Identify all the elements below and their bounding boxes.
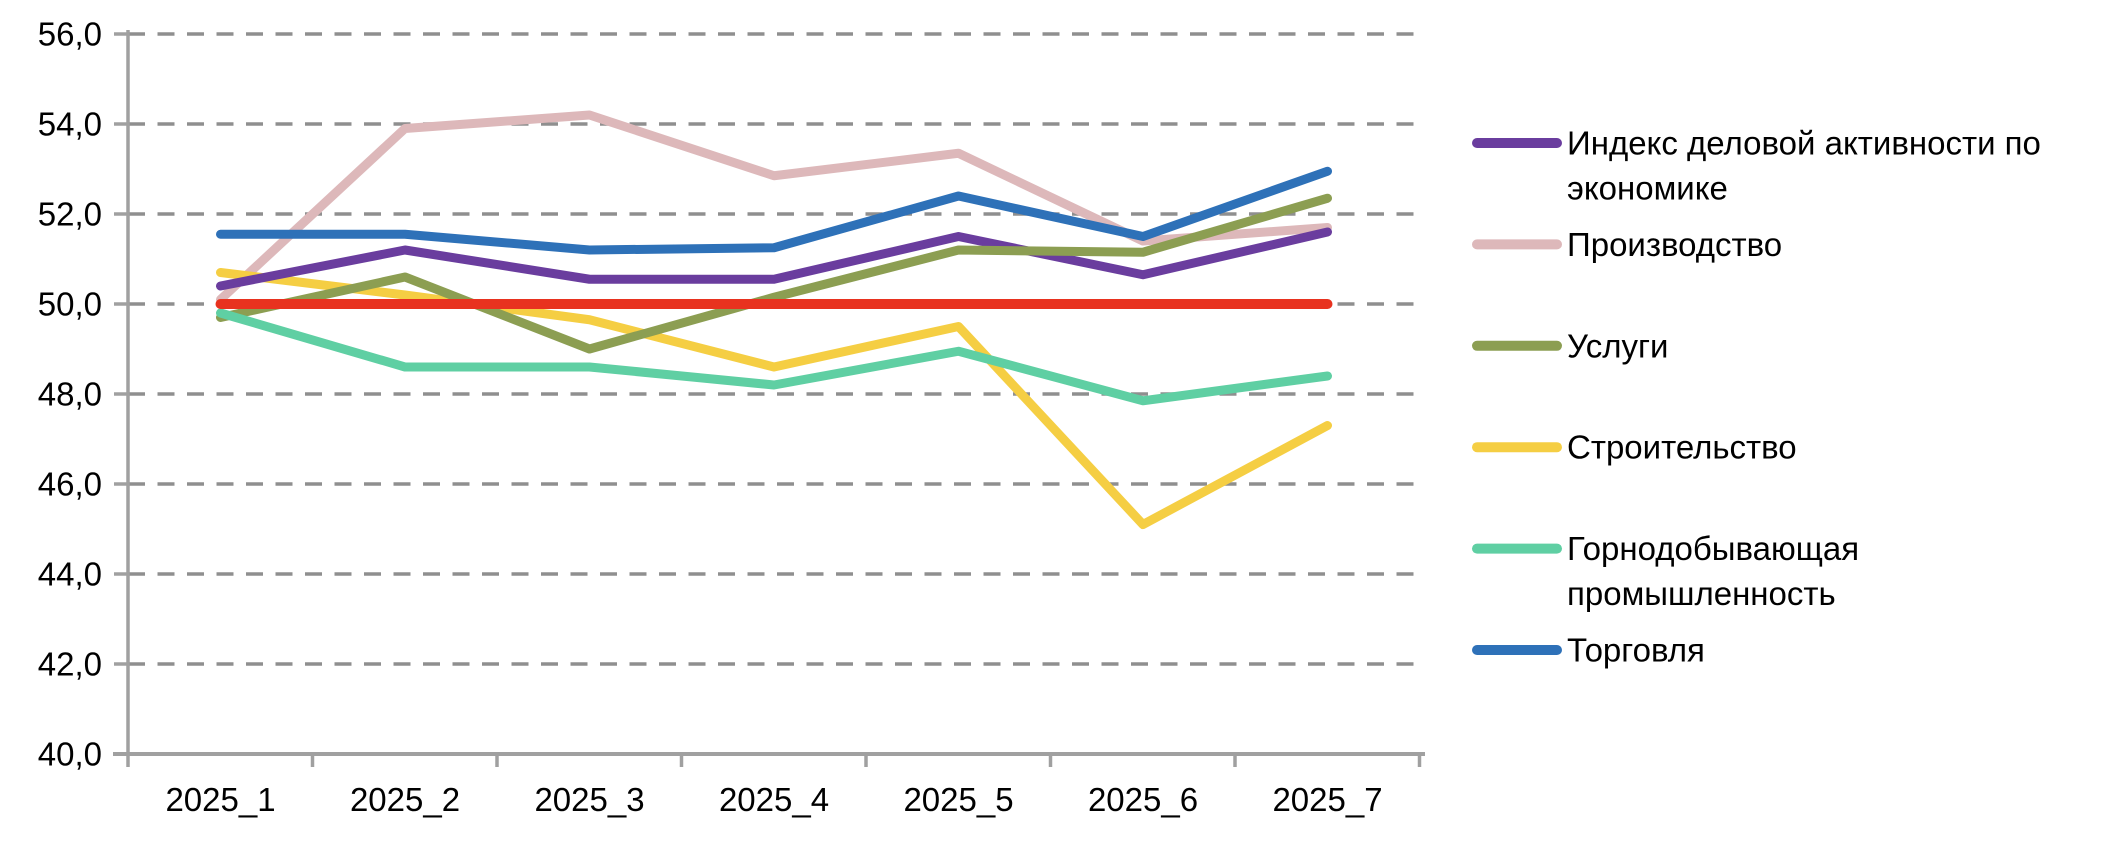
legend-label: промышленность xyxy=(1567,575,1836,612)
legend-item-1: Производство xyxy=(1472,226,1782,263)
y-tick-label: 54,0 xyxy=(38,106,102,143)
series-line-4 xyxy=(216,308,1332,406)
y-tick-label: 42,0 xyxy=(38,646,102,683)
y-tick-label: 40,0 xyxy=(38,736,102,773)
x-tick-label: 2025_7 xyxy=(1272,781,1382,818)
y-tick-label: 52,0 xyxy=(38,196,102,233)
x-tick-label: 2025_5 xyxy=(903,781,1013,818)
y-tick-label: 50,0 xyxy=(38,286,102,323)
y-tick-label: 44,0 xyxy=(38,556,102,593)
legend-label: Горнодобывающая xyxy=(1567,530,1859,567)
series-line-3 xyxy=(216,268,1332,529)
legend-label: Торговля xyxy=(1567,632,1705,669)
x-tick-label: 2025_3 xyxy=(534,781,644,818)
legend-item-3: Строительство xyxy=(1472,429,1797,466)
legend-label: Строительство xyxy=(1567,429,1797,466)
series-lines xyxy=(216,110,1332,529)
legend-item-2: Услуги xyxy=(1472,327,1668,364)
x-tick-label: 2025_4 xyxy=(719,781,829,818)
legend-item-0: Индекс деловой активности по экономике xyxy=(1472,125,2041,207)
y-tick-label: 48,0 xyxy=(38,376,102,413)
series-line-5 xyxy=(216,166,1332,255)
series-line-2 xyxy=(216,193,1332,354)
x-tick-label: 2025_2 xyxy=(350,781,460,818)
legend-label: Услуги xyxy=(1567,327,1668,364)
legend-item-5: Торговля xyxy=(1472,632,1705,669)
x-tick-label: 2025_1 xyxy=(165,781,275,818)
legend: Индекс деловой активности по экономике Про… xyxy=(1472,125,2041,669)
legend-label: Производство xyxy=(1567,226,1782,263)
legend-label: Индекс деловой активности по xyxy=(1567,125,2041,162)
x-axis-labels: 2025_1 2025_2 2025_3 2025_4 2025_5 2025_6 2025… xyxy=(165,781,1382,818)
legend-label: экономике xyxy=(1567,170,1728,207)
y-tick-label: 56,0 xyxy=(38,16,102,53)
y-tick-label: 46,0 xyxy=(38,466,102,503)
y-axis-labels: 40,0 42,0 44,0 46,0 48,0 50,0 52,0 54,0 56,0 xyxy=(38,16,102,773)
axes xyxy=(113,30,1425,767)
legend-item-4: Горнодобывающая промышленность xyxy=(1472,530,1859,612)
series-line-0 xyxy=(216,227,1332,291)
x-tick-label: 2025_6 xyxy=(1088,781,1198,818)
gridlines xyxy=(128,32,1425,666)
